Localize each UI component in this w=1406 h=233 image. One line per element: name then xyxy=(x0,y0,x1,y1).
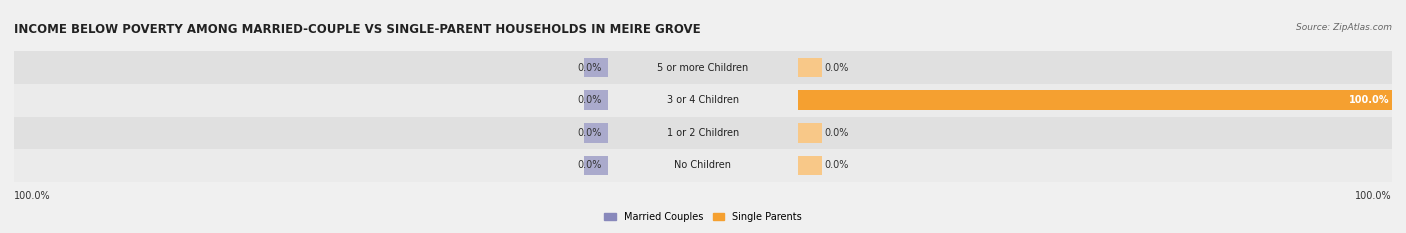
Text: 100.0%: 100.0% xyxy=(1348,95,1389,105)
Bar xyxy=(0,116,1406,149)
Bar xyxy=(0,51,1406,84)
Bar xyxy=(799,156,821,175)
Text: 0.0%: 0.0% xyxy=(578,95,602,105)
Bar xyxy=(0,84,1406,116)
Bar xyxy=(585,90,607,110)
Bar xyxy=(0,149,1406,182)
Text: 0.0%: 0.0% xyxy=(578,161,602,170)
Bar xyxy=(0,84,1406,116)
Bar xyxy=(0,149,1406,182)
Text: No Children: No Children xyxy=(675,161,731,170)
Text: 3 or 4 Children: 3 or 4 Children xyxy=(666,95,740,105)
Bar xyxy=(0,51,1406,84)
Text: 0.0%: 0.0% xyxy=(825,161,849,170)
Bar xyxy=(585,123,607,143)
Text: 0.0%: 0.0% xyxy=(578,63,602,72)
Bar xyxy=(0,116,1406,149)
Text: Source: ZipAtlas.com: Source: ZipAtlas.com xyxy=(1296,23,1392,32)
Text: 1 or 2 Children: 1 or 2 Children xyxy=(666,128,740,138)
Bar xyxy=(0,51,1406,84)
Text: 5 or more Children: 5 or more Children xyxy=(658,63,748,72)
Text: 0.0%: 0.0% xyxy=(578,128,602,138)
Bar xyxy=(0,116,1406,149)
Text: 0.0%: 0.0% xyxy=(825,63,849,72)
Text: 100.0%: 100.0% xyxy=(1355,191,1392,201)
Bar xyxy=(799,90,1392,110)
Bar xyxy=(585,58,607,77)
Text: 100.0%: 100.0% xyxy=(14,191,51,201)
Bar xyxy=(0,149,1406,182)
Legend: Married Couples, Single Parents: Married Couples, Single Parents xyxy=(600,208,806,226)
Bar xyxy=(799,123,821,143)
Bar xyxy=(799,58,821,77)
Bar xyxy=(0,84,1406,116)
Text: INCOME BELOW POVERTY AMONG MARRIED-COUPLE VS SINGLE-PARENT HOUSEHOLDS IN MEIRE G: INCOME BELOW POVERTY AMONG MARRIED-COUPL… xyxy=(14,23,700,36)
Text: 0.0%: 0.0% xyxy=(825,128,849,138)
Bar xyxy=(585,156,607,175)
